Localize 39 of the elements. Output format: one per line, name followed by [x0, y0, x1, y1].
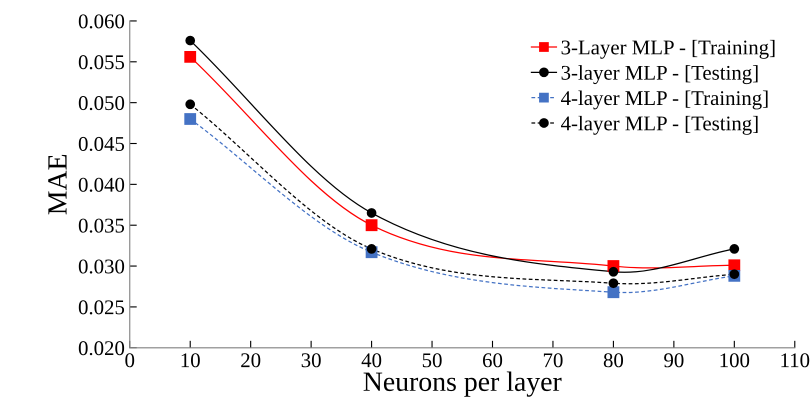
x-tick-label: 60	[482, 353, 502, 368]
x-tick-label: 40	[362, 353, 382, 368]
y-tick-label: 0.020	[78, 341, 124, 356]
point	[608, 278, 618, 288]
point	[729, 244, 740, 254]
x-tick-label: 70	[544, 353, 563, 368]
point	[366, 208, 376, 218]
y-tick-label: 0.040	[78, 178, 124, 192]
point	[184, 50, 196, 63]
x-tick-label: 80	[604, 353, 624, 368]
y-tick-label: 0.050	[78, 96, 124, 110]
x-tick-label: 110	[781, 353, 810, 368]
point	[185, 36, 196, 46]
point	[185, 99, 196, 110]
x-tick-label: 0	[125, 353, 134, 368]
point	[608, 266, 618, 277]
point	[366, 244, 376, 254]
y-tick-label: 0.025	[78, 300, 124, 314]
point	[366, 219, 378, 232]
y-tick-label: 0.045	[78, 136, 124, 152]
legend-label: 3-layer MLP - [Testing]	[562, 65, 758, 84]
y-axis-title: MAE	[48, 154, 67, 214]
x-tick-label: 20	[241, 353, 260, 368]
point	[608, 286, 620, 298]
legend-label: 4-layer MLP - [Testing]	[561, 116, 758, 135]
legend-label: 3-Layer MLP - [Training]	[562, 40, 774, 59]
y-tick-label: 0.030	[78, 259, 124, 274]
x-tick-label: 10	[182, 353, 200, 368]
y-tick-label: 0.035	[78, 218, 124, 233]
y-tick-label: 0.060	[78, 14, 124, 28]
x-tick-label: 100	[720, 353, 750, 368]
x-axis-title: Neurons per layer	[364, 372, 562, 397]
point	[184, 113, 196, 125]
x-tick-label: 50	[422, 353, 442, 368]
x-tick-label: 30	[302, 353, 321, 368]
point	[729, 269, 740, 280]
x-tick-label: 90	[664, 353, 684, 368]
legend-label: 4-layer MLP - [Training]	[561, 90, 768, 110]
y-tick-label: 0.055	[78, 55, 124, 70]
